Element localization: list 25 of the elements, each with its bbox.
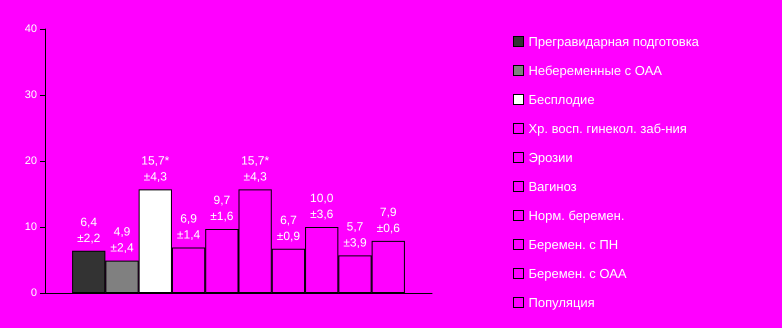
y-tick-label: 20: [24, 155, 37, 167]
data-label: 6,9 ±1,4: [176, 211, 201, 242]
data-label: 6,4 ±2,2: [77, 214, 101, 245]
y-tick-label: 0: [30, 287, 37, 299]
data-label: 6,7 ±0,9: [276, 212, 300, 243]
legend-label: Небеременные с ОАА: [528, 63, 662, 78]
legend-label: Эрозии: [528, 150, 573, 165]
data-label: 15,7* ±4,3: [141, 153, 170, 184]
data-label: 10,0 ±3,6: [310, 191, 334, 221]
data-label: 9,7 ±1,6: [210, 192, 234, 223]
legend-label: Популяция: [528, 295, 595, 310]
data-label: 7,9 ±0,6: [376, 204, 400, 235]
data-label: 15,7* ±4,3: [241, 153, 270, 184]
y-tick-label: 30: [24, 89, 37, 101]
legend-label: Норм. беремен.: [528, 208, 624, 223]
legend-label: Вагиноз: [528, 179, 577, 194]
legend-label: Прегравидарная подготовка: [528, 34, 700, 49]
data-label: 5,7 ±3,9: [343, 219, 367, 250]
legend-label: Беремен. с ПН: [528, 237, 618, 252]
y-tick-label: 10: [24, 221, 37, 233]
y-tick-label: 40: [24, 23, 37, 35]
data-label: 4,9 ±2,4: [110, 224, 134, 255]
legend-label: Бесплодие: [528, 92, 595, 107]
legend-label: Беремен. с ОАА: [528, 266, 627, 281]
legend-label: Хр. восп. гинекол. заб-ния: [528, 121, 687, 136]
